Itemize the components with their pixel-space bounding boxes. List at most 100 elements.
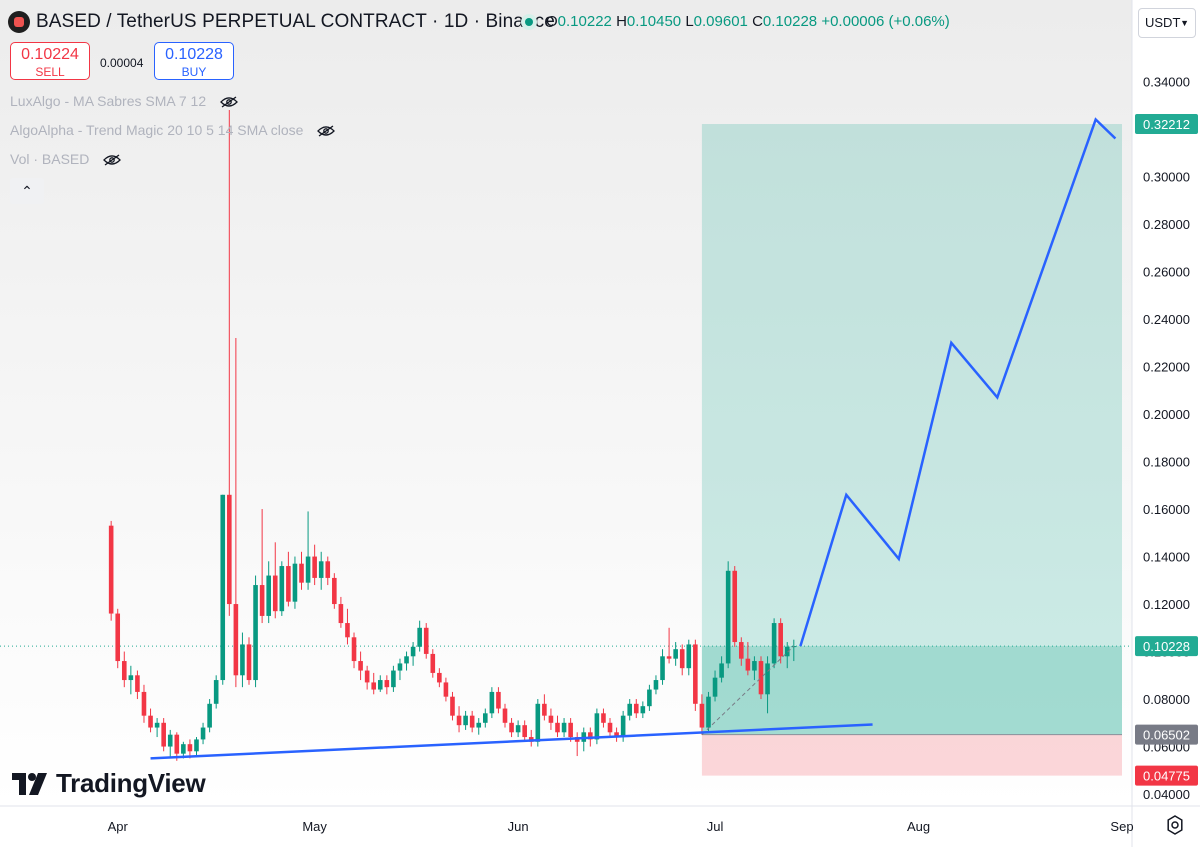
candle[interactable] [338, 596, 344, 628]
candle[interactable] [463, 710, 468, 730]
candle[interactable] [246, 637, 252, 685]
candle[interactable] [456, 706, 462, 733]
candle[interactable] [121, 651, 127, 688]
candle[interactable] [207, 699, 212, 733]
candle[interactable] [732, 566, 738, 647]
candle[interactable] [305, 511, 311, 590]
candle[interactable] [666, 627, 672, 664]
candle[interactable] [128, 665, 134, 695]
candle[interactable] [108, 520, 114, 621]
candle[interactable] [227, 110, 232, 616]
candle[interactable] [489, 687, 495, 719]
candle[interactable] [233, 338, 239, 688]
candle[interactable] [384, 675, 390, 695]
candle[interactable] [292, 556, 298, 609]
candle[interactable] [266, 561, 271, 624]
symbol-title[interactable]: BASED / TetherUS PERPETUAL CONTRACT · 1D… [36, 11, 555, 32]
candle[interactable] [640, 701, 646, 719]
candle[interactable] [719, 656, 724, 683]
candle[interactable] [712, 670, 718, 702]
candle[interactable] [371, 672, 377, 695]
candle[interactable] [758, 656, 764, 700]
candle[interactable] [187, 739, 193, 759]
candle[interactable] [673, 642, 678, 666]
candle[interactable] [345, 608, 350, 645]
candle[interactable] [286, 551, 291, 607]
candle[interactable] [391, 665, 396, 692]
candle[interactable] [364, 665, 370, 690]
candle[interactable] [555, 715, 560, 738]
projection-path[interactable] [799, 117, 1117, 647]
indicator-luxalgo[interactable]: LuxAlgo - MA Sabres SMA 7 12 [10, 93, 238, 109]
candle[interactable] [745, 642, 751, 676]
candle[interactable] [404, 651, 409, 671]
candle[interactable] [476, 718, 482, 735]
candle[interactable] [627, 699, 633, 721]
candle[interactable] [417, 620, 422, 652]
candle[interactable] [784, 642, 790, 669]
candle[interactable] [377, 675, 383, 692]
eye-off-icon[interactable] [103, 154, 122, 166]
candle[interactable] [561, 718, 567, 738]
candle[interactable] [279, 561, 285, 616]
candle[interactable] [542, 694, 547, 721]
candle[interactable] [358, 651, 363, 681]
candle[interactable] [213, 675, 219, 709]
candle[interactable] [614, 727, 619, 742]
candle[interactable] [738, 637, 744, 666]
candle[interactable] [515, 720, 521, 738]
candle[interactable] [653, 675, 659, 695]
candle[interactable] [594, 708, 600, 745]
candle[interactable] [220, 494, 226, 685]
candle[interactable] [535, 699, 541, 747]
candle[interactable] [765, 656, 770, 714]
candle[interactable] [778, 618, 783, 664]
candle[interactable] [430, 649, 436, 678]
candle[interactable] [469, 710, 475, 733]
candle[interactable] [679, 644, 685, 676]
candle[interactable] [752, 656, 757, 681]
time-scale[interactable] [0, 806, 1200, 847]
candle[interactable] [693, 639, 698, 711]
settings-icon[interactable] [1165, 815, 1185, 835]
candle[interactable] [325, 556, 331, 586]
candle[interactable] [725, 561, 731, 669]
candle[interactable] [115, 608, 121, 669]
candle[interactable] [154, 718, 160, 738]
candle[interactable] [272, 542, 278, 619]
eye-off-icon[interactable] [220, 96, 238, 108]
candle[interactable] [601, 708, 606, 728]
candle[interactable] [660, 649, 665, 685]
candle[interactable] [240, 632, 245, 688]
candle[interactable] [502, 703, 508, 728]
collapse-indicators-button[interactable]: ⌃ [10, 178, 44, 204]
candle[interactable] [410, 642, 416, 666]
candle[interactable] [167, 729, 173, 759]
candle[interactable] [312, 544, 317, 586]
indicator-algoalpha[interactable]: AlgoAlpha - Trend Magic 20 10 5 14 SMA c… [10, 122, 336, 138]
plot-area[interactable] [0, 0, 1132, 806]
support-trendline[interactable] [150, 723, 873, 760]
candle[interactable] [423, 623, 429, 659]
eye-off-icon[interactable] [317, 125, 336, 137]
buy-button[interactable]: 0.10228 BUY [154, 42, 234, 80]
candle[interactable] [483, 708, 488, 728]
candle[interactable] [771, 618, 777, 669]
candle[interactable] [647, 684, 652, 711]
candle[interactable] [299, 551, 304, 590]
candle[interactable] [509, 718, 514, 738]
tradingview-logo[interactable]: TradingView [12, 768, 206, 799]
candle[interactable] [633, 699, 639, 719]
candle[interactable] [141, 684, 147, 723]
candle[interactable] [161, 718, 166, 752]
candle[interactable] [397, 658, 403, 681]
candle[interactable] [437, 668, 442, 688]
candle[interactable] [148, 708, 153, 733]
candle[interactable] [522, 720, 527, 742]
loss-zone[interactable] [701, 734, 1122, 776]
candle[interactable] [443, 677, 449, 702]
candle[interactable] [332, 573, 337, 609]
candle[interactable] [686, 639, 692, 676]
candle[interactable] [607, 718, 613, 738]
